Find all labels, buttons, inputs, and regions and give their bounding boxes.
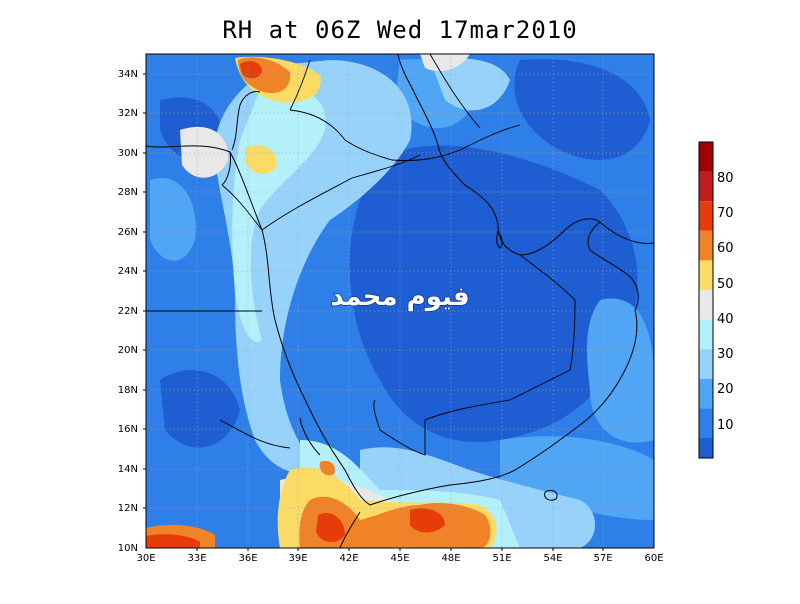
- rh-field-80-yemen: [299, 496, 491, 548]
- lon-label: 36E: [238, 553, 257, 564]
- colorbar-bin: [699, 142, 713, 172]
- lon-label: 57E: [593, 553, 612, 564]
- lat-label: 12N: [118, 503, 138, 514]
- rh-field-90-yemen: [316, 512, 345, 543]
- lat-label: 22N: [118, 306, 138, 317]
- colorbar-bin: [699, 408, 713, 438]
- colorbar-bin: [699, 230, 713, 261]
- colorbar-label: 10: [717, 418, 734, 433]
- lat-label: 14N: [118, 464, 138, 475]
- lat-label: 16N: [118, 424, 138, 435]
- lat-label: 24N: [118, 266, 138, 277]
- lon-label: 42E: [339, 553, 358, 564]
- colorbar-label: 20: [717, 382, 734, 397]
- lat-label: 30N: [118, 148, 138, 159]
- colorbar-bin: [699, 349, 713, 379]
- lon-label: 30E: [136, 553, 155, 564]
- colorbar: 10 20 30 40 50 60 70 80: [698, 141, 734, 459]
- lat-label: 20N: [118, 345, 138, 356]
- lat-label: 26N: [118, 227, 138, 238]
- rh-field-80-eritrea: [319, 460, 336, 476]
- watermark-text: فيوم محمد: [330, 282, 469, 312]
- lon-label: 33E: [187, 553, 206, 564]
- rh-field-dry-sw: [160, 370, 240, 448]
- rh-field-70-jordan: [245, 145, 277, 174]
- map-plot: [146, 54, 654, 548]
- lon-axis: 30E 33E 36E 39E 42E 45E 48E 51E 54E 57E …: [136, 553, 663, 564]
- colorbar-frame: [698, 141, 714, 459]
- map-coastlines: [146, 54, 639, 548]
- lat-label: 34N: [118, 69, 138, 80]
- lon-label: 48E: [441, 553, 460, 564]
- lon-ticks: [196, 548, 604, 551]
- colorbar-label: 50: [717, 277, 734, 292]
- lat-axis: 34N 32N 30N 28N 26N 24N 22N 20N 18N 16N …: [118, 69, 138, 554]
- lon-label: 54E: [543, 553, 562, 564]
- rh-field-dry-core: [349, 145, 638, 442]
- watermark: فيوم محمد: [330, 281, 471, 313]
- lat-label: 18N: [118, 385, 138, 396]
- rh-field-60-sinai: [180, 126, 229, 178]
- rh-field-40-ne: [430, 58, 510, 111]
- colorbar-bin: [699, 290, 713, 320]
- rh-field-90-sw: [146, 534, 200, 548]
- colorbar-label: 80: [717, 171, 734, 186]
- rh-field-90-yemen-east: [410, 508, 445, 533]
- rh-field-90-levant: [240, 61, 262, 79]
- lat-label: 32N: [118, 108, 138, 119]
- colorbar-label: 60: [717, 241, 734, 256]
- lon-label: 45E: [390, 553, 409, 564]
- map-borders: [146, 54, 654, 456]
- lat-label: 10N: [118, 543, 138, 554]
- colorbar-bin: [699, 319, 713, 350]
- colorbar-bin: [699, 438, 713, 458]
- colorbar-label: 70: [717, 206, 734, 221]
- colorbar-bin: [699, 171, 713, 202]
- rh-field-30-east: [587, 298, 654, 443]
- colorbar-label: 40: [717, 312, 734, 327]
- colorbar-bin: [699, 378, 713, 409]
- lon-label: 51E: [492, 553, 511, 564]
- lon-label: 39E: [288, 553, 307, 564]
- colorbar-label: 30: [717, 347, 734, 362]
- lat-label: 28N: [118, 187, 138, 198]
- rh-field-30-south: [500, 436, 654, 520]
- colorbar-bin: [699, 260, 713, 290]
- lat-ticks: [143, 73, 146, 509]
- rh-field-30-west: [150, 178, 196, 261]
- rh-field-dry-ne: [514, 59, 650, 160]
- colorbar-bin: [699, 201, 713, 231]
- chart-title: RH at 06Z Wed 17mar2010: [222, 16, 578, 44]
- lon-label: 60E: [644, 553, 663, 564]
